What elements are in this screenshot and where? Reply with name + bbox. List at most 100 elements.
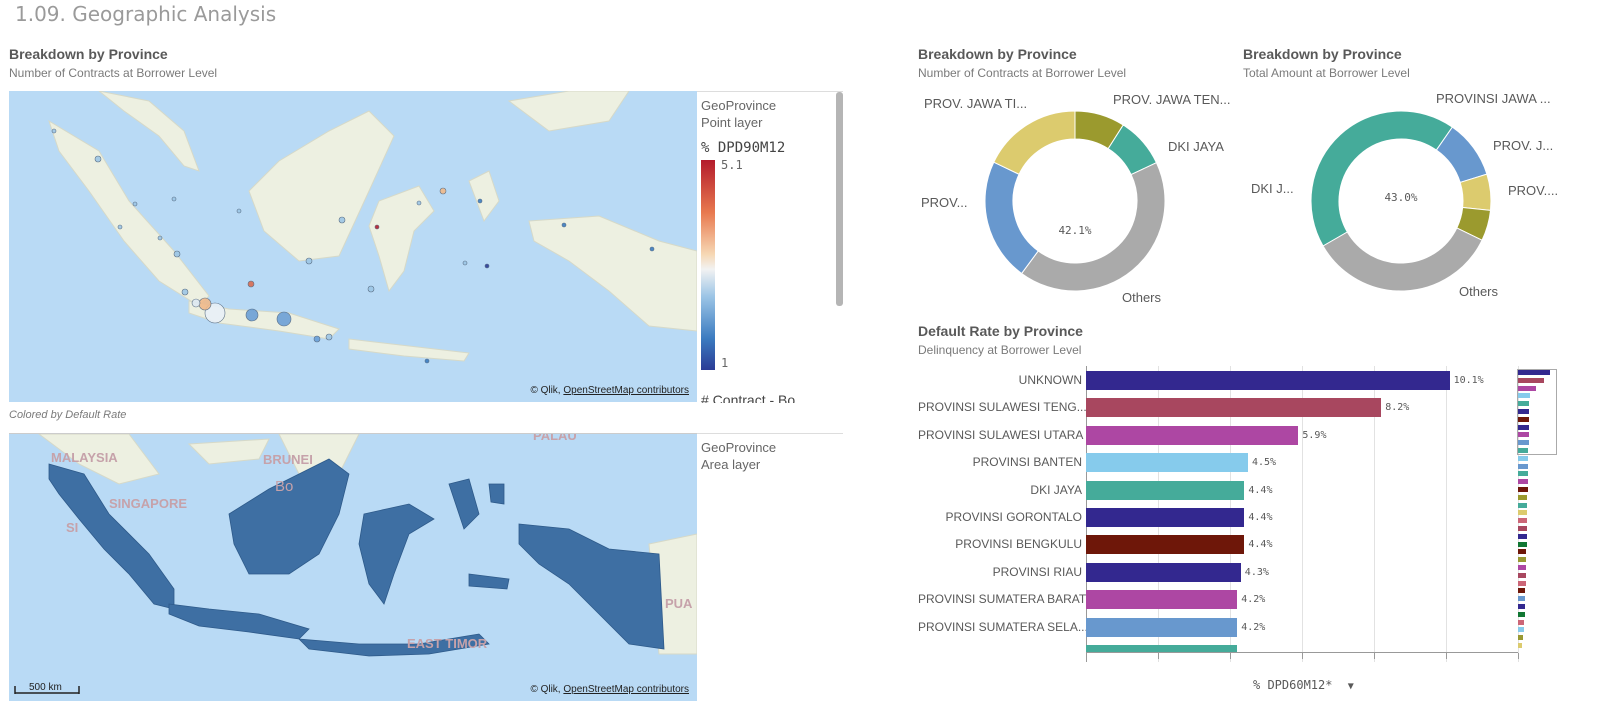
legend-measure: % DPD90M12 (701, 140, 786, 156)
donut2-label-prov: PROV.... (1508, 183, 1559, 198)
donut2-label-prov-j: PROV. J... (1493, 138, 1554, 153)
map-point[interactable] (173, 250, 181, 258)
map-point[interactable] (132, 201, 138, 207)
map-point[interactable] (181, 288, 189, 296)
map-point[interactable] (245, 308, 259, 322)
osm-link[interactable]: OpenStreetMap contributors (563, 385, 689, 396)
donut1-label-dki-jaya: DKI JAYA (1168, 139, 1224, 154)
legend-size-measure: # Contract - Bo (701, 392, 796, 403)
map-point[interactable] (276, 311, 292, 327)
map-attribution-top: © Qlik, OpenStreetMap contributors (530, 385, 689, 396)
area-maluku (468, 573, 510, 590)
bar[interactable] (1086, 425, 1299, 445)
mini-bar (1518, 580, 1526, 586)
bar[interactable] (1086, 508, 1245, 527)
donut-slice[interactable] (993, 110, 1076, 175)
area-sumatra (48, 463, 175, 610)
label-si: SI (66, 520, 78, 535)
map-point[interactable] (338, 216, 346, 224)
donut2-title: Breakdown by Province (1243, 46, 1402, 62)
mini-bar (1518, 565, 1526, 570)
legend-min: 1 (721, 356, 729, 370)
map-point[interactable] (171, 196, 177, 202)
mini-bar (1518, 604, 1525, 609)
map-point[interactable] (236, 208, 242, 214)
donut-slice[interactable] (984, 161, 1039, 275)
mini-bar (1518, 463, 1528, 469)
mini-bar (1518, 526, 1527, 531)
label-malaysia: MALAYSIA (51, 450, 118, 465)
bar-mini-scroller[interactable] (1517, 369, 1557, 654)
bar-value-label: 4.5% (1252, 457, 1277, 469)
measure-selector[interactable]: % DPD60M12* ▼ (1253, 678, 1354, 692)
area-map[interactable]: MALAYSIA BRUNEI PALAU SINGAPORE EAST TIM… (9, 433, 697, 701)
donut2-chart[interactable]: 43.0% (1306, 106, 1496, 296)
chevron-down-icon: ▼ (1347, 681, 1354, 692)
land-malaysia-2 (38, 434, 160, 485)
mini-bar (1518, 393, 1530, 399)
map-point[interactable] (561, 222, 567, 228)
map-point[interactable] (305, 257, 313, 265)
map-point[interactable] (374, 224, 380, 230)
bar[interactable] (1086, 562, 1241, 582)
x-tick (1518, 653, 1519, 659)
area-java (168, 603, 310, 640)
osm-link-2[interactable]: OpenStreetMap contributors (563, 684, 689, 695)
map-point[interactable] (191, 298, 201, 308)
map-point[interactable] (484, 263, 490, 269)
map-point[interactable] (325, 333, 333, 341)
land-peninsula (187, 438, 270, 465)
donut1-label-jawa-timur: PROV. JAWA TI... (924, 96, 1028, 111)
map-point[interactable] (94, 155, 102, 163)
area-kalimantan (228, 458, 350, 575)
map-point[interactable] (424, 358, 430, 364)
mini-scroller-window[interactable] (1517, 369, 1557, 455)
mini-bar (1518, 385, 1536, 391)
donut-slice[interactable] (1322, 227, 1483, 292)
donut1-label-others: Others (1122, 290, 1162, 305)
donut2-label-dki: DKI J... (1251, 181, 1294, 196)
point-map-canvas (48, 91, 697, 364)
bar-chart[interactable]: UNKNOWN 10.1% PROVINSI SULAWESI TENG... 8.2… (918, 366, 1519, 666)
area-papua (518, 523, 665, 650)
mini-bar (1518, 619, 1524, 625)
donut1-chart[interactable]: 42.1% (980, 106, 1170, 296)
x-tick (1086, 653, 1087, 659)
bar[interactable] (1086, 371, 1450, 390)
map-point[interactable] (649, 246, 655, 252)
map-point[interactable] (157, 235, 163, 241)
donut1-label-prov: PROV... (921, 195, 968, 210)
map-point[interactable] (117, 224, 123, 230)
map-point[interactable] (416, 200, 422, 206)
map-point[interactable] (462, 260, 468, 266)
bar[interactable] (1086, 590, 1238, 610)
map-point[interactable] (313, 335, 321, 343)
point-map[interactable]: © Qlik, OpenStreetMap contributors (9, 91, 697, 402)
mini-bar (1518, 533, 1527, 539)
legend-scrollbar[interactable] (836, 92, 843, 306)
map-point[interactable] (198, 297, 212, 311)
scale-label: 500 km (29, 682, 62, 693)
x-tick (1446, 653, 1447, 659)
mini-bar (1518, 416, 1529, 422)
bar-value-label: 5.9% (1302, 429, 1327, 441)
map-point[interactable] (367, 285, 375, 293)
map-point[interactable] (477, 198, 483, 204)
mini-bar (1518, 494, 1527, 500)
bar[interactable] (1086, 453, 1248, 473)
mini-bar (1518, 432, 1529, 438)
map-point[interactable] (247, 280, 255, 288)
donut-slice[interactable] (1310, 110, 1454, 247)
bar[interactable] (1086, 617, 1238, 637)
map-point[interactable] (439, 187, 447, 195)
bar[interactable] (1086, 480, 1245, 500)
gridline (1374, 366, 1375, 662)
bar-category-label: PROVINSI GORONTALO (945, 510, 1082, 524)
map-point[interactable] (51, 128, 57, 134)
mini-bar (1518, 377, 1544, 383)
map-point[interactable] (204, 302, 226, 324)
donut-slice[interactable] (1020, 162, 1166, 292)
bar[interactable] (1086, 398, 1382, 418)
land-borneo (248, 110, 395, 262)
bar[interactable] (1086, 535, 1245, 555)
